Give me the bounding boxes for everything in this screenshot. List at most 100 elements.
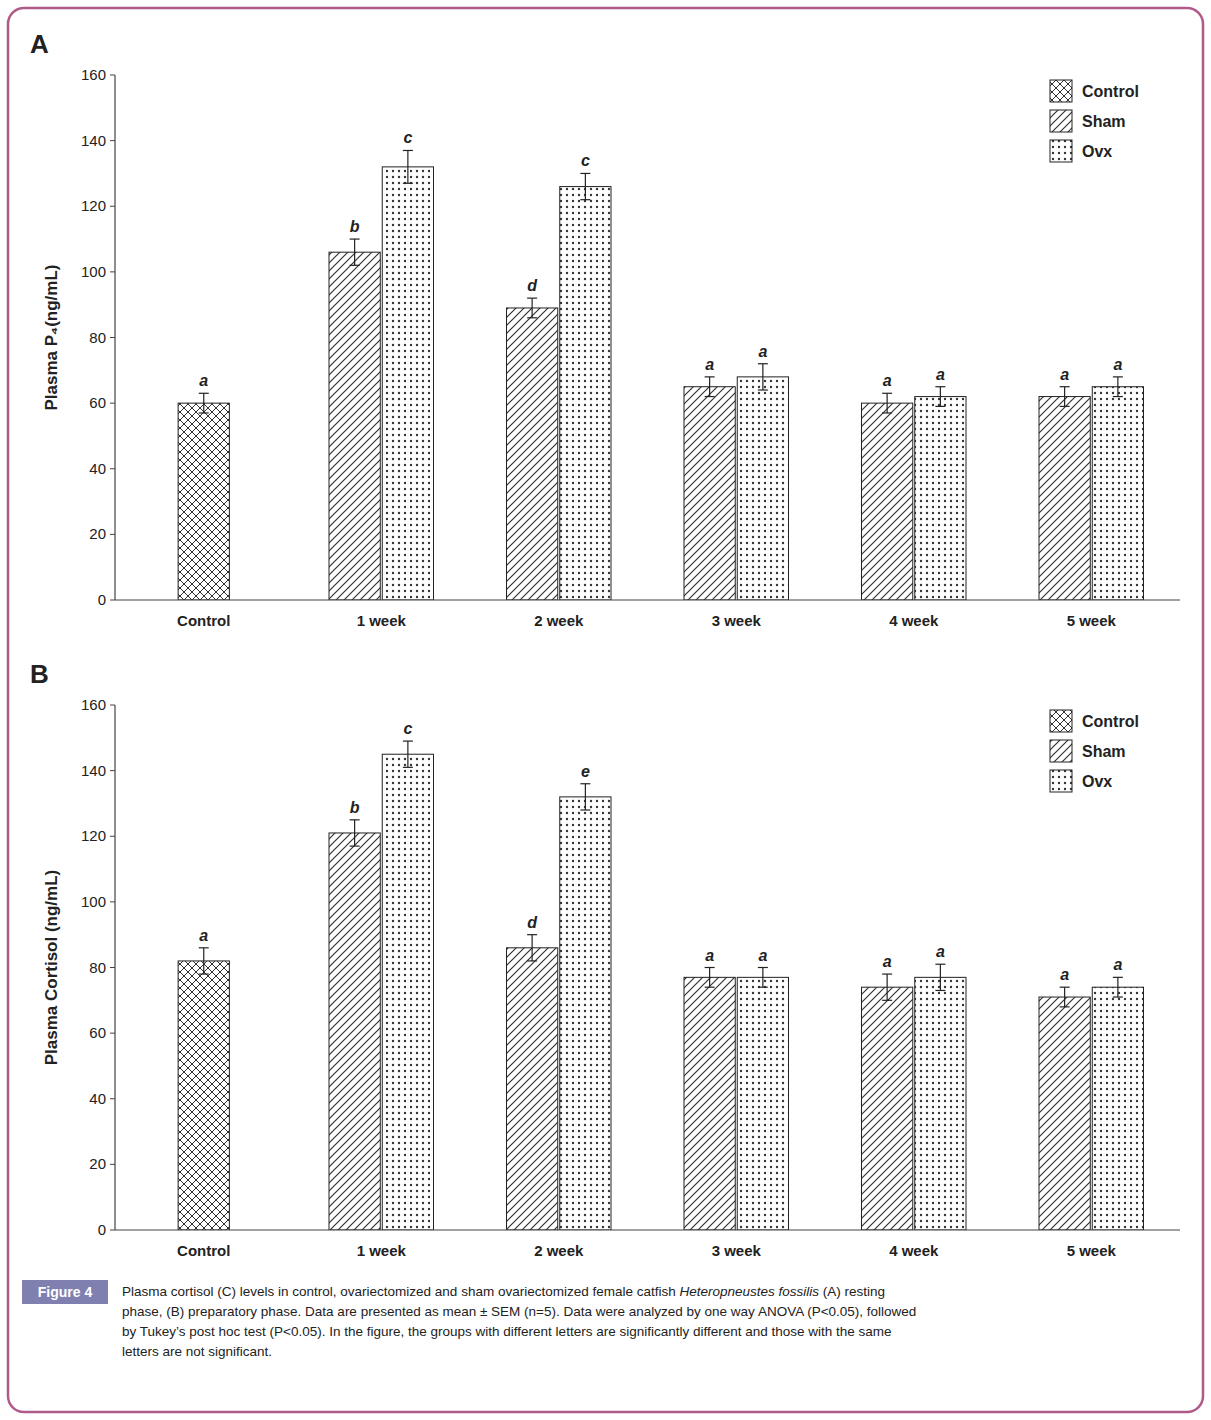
significance-letter: a bbox=[199, 927, 208, 944]
legend-swatch bbox=[1050, 770, 1072, 792]
significance-letter: a bbox=[936, 366, 945, 383]
y-tick bbox=[110, 836, 115, 837]
error-bar bbox=[758, 968, 768, 988]
significance-letter: a bbox=[883, 953, 892, 970]
legend-swatch bbox=[1050, 710, 1072, 732]
caption-text: by Tukey’s post hoc test (P<0.05). In th… bbox=[122, 1324, 892, 1339]
x-tick-label: 4 week bbox=[889, 612, 939, 629]
y-tick-label: 80 bbox=[89, 329, 106, 346]
significance-letter: a bbox=[1113, 956, 1122, 973]
y-tick-label: 0 bbox=[98, 591, 106, 608]
error-bar bbox=[705, 968, 715, 988]
legend-swatch bbox=[1050, 110, 1072, 132]
bar bbox=[1039, 997, 1090, 1230]
y-tick bbox=[110, 337, 115, 338]
caption-text: Plasma cortisol (C) levels in control, o… bbox=[122, 1284, 679, 1299]
y-tick-label: 0 bbox=[98, 1221, 106, 1238]
error-bar bbox=[882, 393, 892, 413]
y-axis-label: Plasma Cortisol (ng/mL) bbox=[42, 870, 61, 1066]
y-tick-label: 40 bbox=[89, 460, 106, 477]
legend-label: Ovx bbox=[1082, 143, 1112, 160]
bar bbox=[560, 187, 611, 600]
error-bar bbox=[403, 150, 413, 183]
legend: ControlShamOvx bbox=[1050, 80, 1139, 162]
error-bar bbox=[527, 298, 537, 318]
marks bbox=[178, 150, 1143, 600]
legend-label: Sham bbox=[1082, 743, 1126, 760]
y-tick bbox=[110, 1098, 115, 1099]
y-tick bbox=[110, 468, 115, 469]
x-tick-label: 5 week bbox=[1067, 1242, 1117, 1259]
y-tick bbox=[110, 1033, 115, 1034]
error-bar bbox=[199, 393, 209, 413]
legend-swatch bbox=[1050, 140, 1072, 162]
bar bbox=[915, 397, 966, 600]
legend-label: Control bbox=[1082, 713, 1139, 730]
legend-swatch bbox=[1050, 740, 1072, 762]
figure-label: Figure 4 bbox=[22, 1280, 108, 1304]
letters: abcdcaaaaaa bbox=[199, 129, 1122, 389]
y-tick-label: 120 bbox=[81, 197, 106, 214]
y-tick bbox=[110, 901, 115, 902]
error-bar bbox=[580, 784, 590, 810]
y-tick-label: 60 bbox=[89, 394, 106, 411]
error-bar bbox=[350, 239, 360, 265]
significance-letter: a bbox=[705, 947, 714, 964]
x-tick-label: Control bbox=[177, 612, 230, 629]
figure: abcdcaaaaaa020406080100120140160Control1… bbox=[0, 0, 1211, 1420]
significance-letter: c bbox=[581, 152, 590, 169]
caption-line: phase, (B) preparatory phase. Data are p… bbox=[122, 1304, 916, 1319]
significance-letter: b bbox=[350, 218, 360, 235]
caption-text: phase, (B) preparatory phase. Data are p… bbox=[122, 1304, 916, 1319]
bar bbox=[915, 977, 966, 1230]
significance-letter: a bbox=[705, 356, 714, 373]
y-tick-label: 20 bbox=[89, 1155, 106, 1172]
panel-label: B bbox=[30, 659, 49, 689]
x-tick-label: 3 week bbox=[712, 1242, 762, 1259]
x-tick-label: Control bbox=[177, 1242, 230, 1259]
bar bbox=[737, 977, 788, 1230]
marks bbox=[178, 741, 1143, 1230]
y-tick bbox=[110, 1230, 115, 1231]
caption-line: letters are not significant. bbox=[122, 1344, 272, 1359]
legend: ControlShamOvx bbox=[1050, 710, 1139, 792]
y-tick-label: 80 bbox=[89, 959, 106, 976]
bar bbox=[178, 403, 229, 600]
bar bbox=[1039, 397, 1090, 600]
x-tick-label: 2 week bbox=[534, 1242, 584, 1259]
significance-letter: a bbox=[1060, 966, 1069, 983]
bar bbox=[507, 308, 558, 600]
error-bar bbox=[1060, 987, 1070, 1007]
significance-letter: c bbox=[403, 129, 412, 146]
significance-letter: a bbox=[199, 372, 208, 389]
caption-italic: Heteropneustes fossilis bbox=[679, 1284, 819, 1299]
panel-label: A bbox=[30, 29, 49, 59]
significance-letter: a bbox=[1113, 356, 1122, 373]
significance-letter: a bbox=[936, 943, 945, 960]
error-bar bbox=[758, 364, 768, 390]
bar bbox=[507, 948, 558, 1230]
bar bbox=[1092, 387, 1143, 600]
error-bar bbox=[350, 820, 360, 846]
panel: abcdeaaaaaa020406080100120140160Control1… bbox=[30, 659, 1180, 1259]
bar bbox=[382, 754, 433, 1230]
error-bar bbox=[580, 173, 590, 199]
y-tick bbox=[110, 271, 115, 272]
error-bar bbox=[882, 974, 892, 1000]
bar bbox=[382, 167, 433, 600]
y-tick-label: 160 bbox=[81, 696, 106, 713]
y-tick bbox=[110, 75, 115, 76]
bar bbox=[329, 252, 380, 600]
bar bbox=[737, 377, 788, 600]
y-tick-label: 160 bbox=[81, 66, 106, 83]
y-tick bbox=[110, 967, 115, 968]
error-bar bbox=[705, 377, 715, 397]
y-tick-label: 20 bbox=[89, 525, 106, 542]
y-tick bbox=[110, 705, 115, 706]
error-bar bbox=[935, 387, 945, 407]
bar bbox=[560, 797, 611, 1230]
error-bar bbox=[1113, 977, 1123, 997]
y-tick-label: 120 bbox=[81, 827, 106, 844]
panel: abcdcaaaaaa020406080100120140160Control1… bbox=[30, 29, 1180, 629]
x-axis bbox=[115, 1229, 1180, 1230]
